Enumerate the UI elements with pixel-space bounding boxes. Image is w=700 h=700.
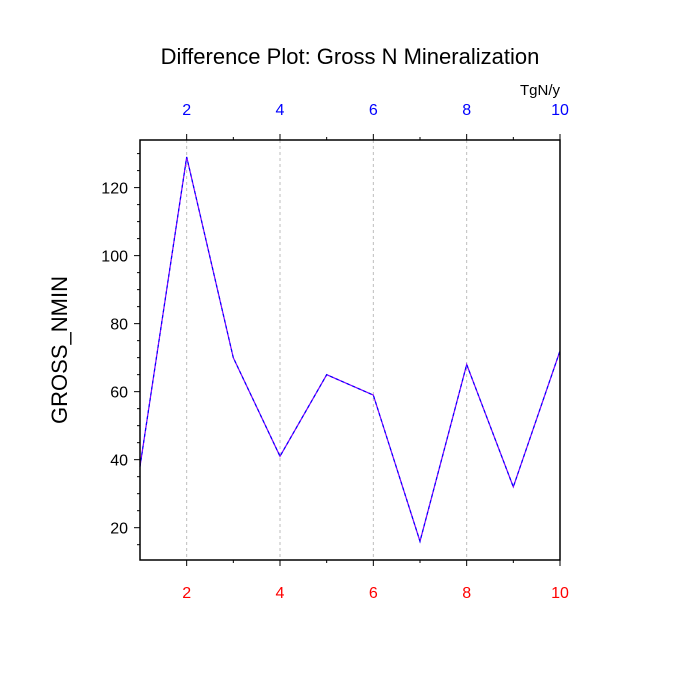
y-tick-label-60: 60: [110, 385, 128, 402]
y-tick-label-80: 80: [110, 317, 128, 334]
x-tick-label-top-10: 10: [551, 102, 569, 119]
x-tick-label-bottom-10: 10: [551, 585, 569, 602]
units-label: TgN/y: [520, 82, 561, 99]
x-tick-label-bottom-2: 2: [182, 585, 191, 602]
x-tick-label-bottom-8: 8: [462, 585, 471, 602]
x-tick-label-top-4: 4: [276, 102, 285, 119]
x-tick-label-bottom-6: 6: [369, 585, 378, 602]
x-tick-label-top-6: 6: [369, 102, 378, 119]
grid-lines: [186, 140, 468, 560]
x-tick-label-bottom-4: 4: [276, 585, 285, 602]
y-tick-label-20: 20: [110, 521, 128, 538]
y-axis-label: GROSS_NMIN: [47, 276, 72, 424]
tick-labels: 20 40 60 80 100 120 2 4 6 8 10 2 4 6 8 10: [101, 102, 569, 602]
series-line-dash-0: [139, 156, 561, 544]
plot-frame: [139, 139, 561, 561]
x-tick-label-top-8: 8: [462, 102, 471, 119]
y-tick-label-40: 40: [110, 453, 128, 470]
y-tick-label-100: 100: [101, 249, 128, 266]
y-tick-label-120: 120: [101, 181, 128, 198]
series-line-0: [139, 156, 561, 544]
chart-title: Difference Plot: Gross N Mineralization: [161, 44, 540, 69]
axis-ticks: [134, 134, 561, 566]
series-group: [139, 156, 561, 544]
x-tick-label-top-2: 2: [182, 102, 191, 119]
